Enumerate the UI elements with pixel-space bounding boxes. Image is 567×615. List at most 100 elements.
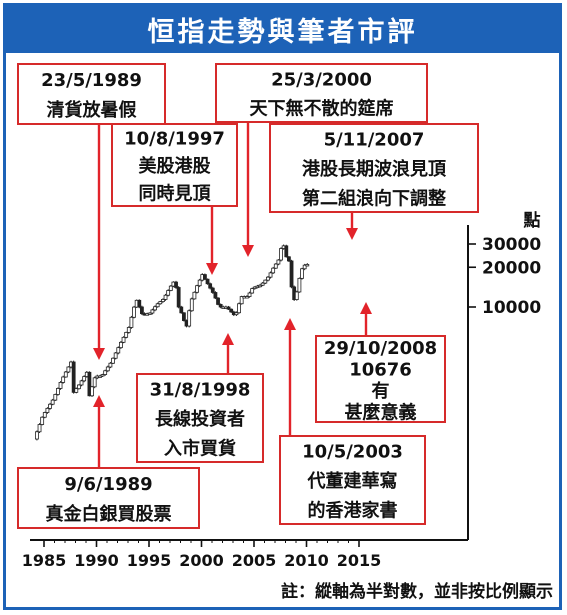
candle-body	[182, 312, 186, 321]
annotation-1989-05-text: 清貨放暑假	[47, 99, 138, 121]
candle-body	[63, 371, 68, 378]
candle-body	[203, 274, 207, 280]
candle-body	[129, 316, 134, 328]
candle-body	[197, 279, 202, 287]
candle-body	[213, 292, 218, 299]
candle-body	[294, 291, 299, 300]
annotation-arrowhead	[360, 302, 372, 314]
candle-body	[189, 298, 194, 312]
candle-body	[284, 245, 289, 258]
chart-title: 恒指走勢與筆者市評	[6, 6, 559, 53]
annotation-2000-03-text: 天下無不散的筵席	[250, 98, 394, 120]
annotation-arrowhead	[206, 263, 218, 275]
annotation-2008-10-text: 29/10/2008	[324, 338, 437, 359]
x-tick-label: 2000	[179, 551, 224, 570]
candle-body	[137, 299, 142, 308]
candle-body	[297, 277, 302, 293]
annotation-arrowhead	[346, 228, 358, 240]
annotation-2003-05-text: 10/5/2003	[302, 442, 403, 463]
candle-body	[42, 412, 47, 418]
candle-body	[192, 291, 197, 300]
candle-body	[237, 303, 241, 314]
annotation-1989-05-text: 23/5/1989	[41, 70, 142, 91]
candle-body	[37, 424, 42, 433]
candle-body	[208, 283, 213, 289]
candle-body	[111, 357, 115, 364]
annotation-2007-11-text: 港股長期波浪見頂	[302, 158, 447, 180]
annotation-1998-08-text: 31/8/1998	[150, 380, 251, 401]
annotation-2003-05-text: 的香港家書	[308, 499, 398, 521]
candle-body	[58, 382, 63, 389]
annotation-2000-03-box	[215, 63, 428, 123]
candle-body	[234, 312, 239, 316]
candle-body	[87, 371, 92, 397]
x-tick-label: 1985	[22, 551, 67, 570]
candle-body	[103, 370, 108, 375]
candle-body	[79, 380, 84, 386]
candle-body	[163, 294, 168, 300]
candle-body	[258, 284, 262, 288]
annotation-2000-03-text: 25/3/2000	[271, 70, 372, 91]
candle-body	[119, 341, 123, 349]
candle-body	[229, 308, 234, 313]
candle-body	[147, 312, 152, 315]
candle-body	[77, 384, 81, 390]
annotation-2003-05-text: 代董建華寫	[307, 470, 398, 492]
candle-body	[273, 263, 278, 269]
candle-body	[250, 288, 255, 294]
x-tick-label: 1990	[74, 551, 119, 570]
annotation-1989-06-box	[17, 467, 200, 529]
annotation-arrowhead	[222, 333, 234, 345]
annotation-1997-08-box	[111, 123, 238, 207]
footnote: 註：縱軸為半對數，並非按比例顯示	[281, 582, 553, 602]
candle-body	[126, 327, 131, 333]
candle-body	[216, 297, 220, 305]
annotation-2008-10-box	[315, 335, 446, 423]
candle-body	[155, 303, 160, 308]
annotation-1997-08-text: 10/8/1997	[124, 129, 225, 150]
candle-body	[66, 366, 71, 373]
candle-body	[226, 306, 231, 310]
candle-body	[150, 309, 155, 314]
annotation-2008-10-text: 10676	[349, 359, 412, 380]
annotation-2007-11-text: 第二組浪向下調整	[302, 187, 446, 209]
candle-body	[300, 268, 304, 279]
candle-body	[50, 399, 55, 405]
candle-body	[210, 287, 215, 293]
candle-body	[245, 296, 249, 299]
y-axis-label: 點	[523, 210, 541, 231]
x-tick-label: 2010	[284, 551, 329, 570]
candle-body	[53, 394, 58, 401]
annotation-1989-06-text: 9/6/1989	[64, 474, 152, 495]
candle-body	[82, 376, 87, 382]
annotation-2007-11-text: 5/11/2007	[324, 130, 425, 151]
x-tick-label: 2015	[337, 551, 382, 570]
y-tick-label: 30000	[482, 235, 541, 255]
candle-body	[124, 331, 129, 338]
annotation-arrowhead	[284, 318, 296, 330]
candle-body	[266, 276, 270, 281]
candle-body	[71, 361, 76, 393]
candle-body	[108, 362, 113, 368]
annotation-2007-11-box	[269, 123, 479, 213]
annotation-1998-08-text: 入市買貨	[164, 437, 236, 459]
candle-body	[176, 287, 181, 308]
candle-body	[153, 306, 157, 311]
annotation-1989-06-text: 真金白銀買股票	[46, 503, 172, 525]
candle-body	[98, 375, 102, 378]
candle-body	[187, 310, 192, 327]
candle-body	[195, 285, 199, 293]
candle-body	[92, 377, 97, 388]
candle-body	[35, 431, 39, 440]
annotation-1989-05-box	[17, 63, 166, 125]
annotation-arrowhead	[93, 348, 105, 360]
annotation-1997-08-text: 同時見頂	[139, 183, 212, 204]
candle-body	[247, 292, 252, 297]
candle-body	[260, 282, 265, 286]
candle-body	[161, 299, 165, 302]
candle-body	[276, 259, 281, 265]
y-tick-label: 20000	[482, 258, 541, 278]
annotation-arrowhead	[242, 245, 254, 257]
y-tick-label: 10000	[482, 298, 541, 318]
